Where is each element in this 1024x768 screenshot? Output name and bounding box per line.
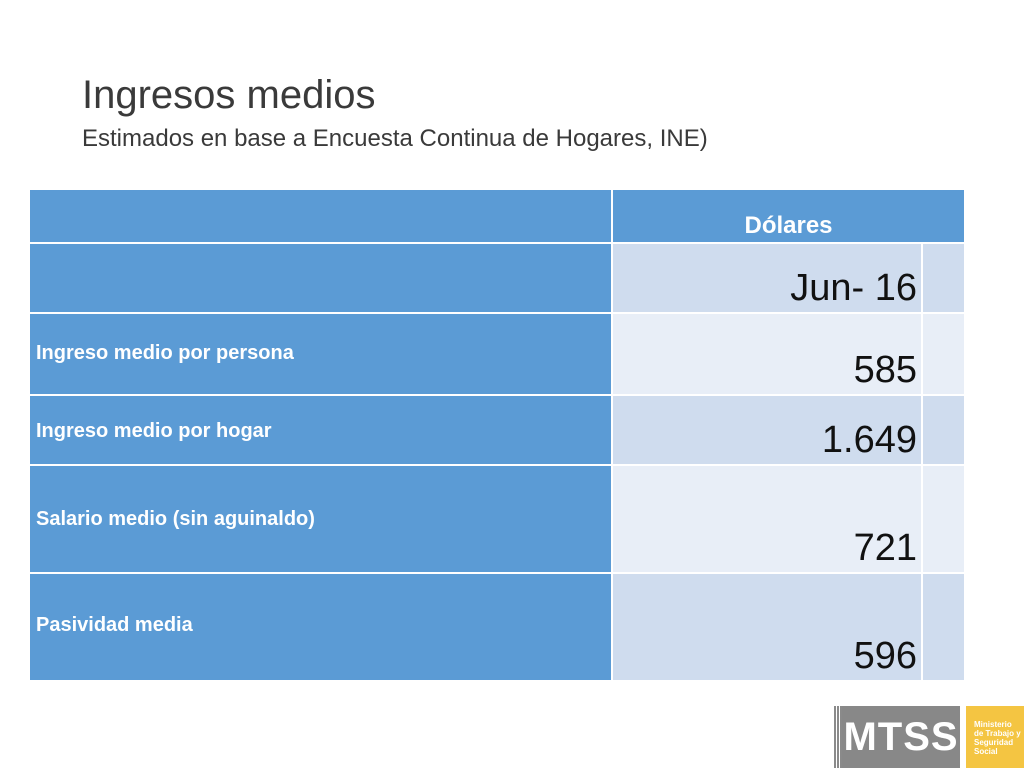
logo-stripes — [834, 706, 842, 768]
table-row: Ingreso medio por hogar 1.649 — [28, 394, 967, 466]
mtss-logo: MTSS Ministerio de Trabajo y Seguridad S… — [834, 706, 1024, 768]
period-value: Jun- 16 — [611, 242, 923, 314]
row-extra-cell — [920, 312, 967, 396]
row-extra-cell — [920, 394, 967, 466]
row-label: Ingreso medio por hogar — [28, 394, 613, 466]
table-row: Pasividad media 596 — [28, 572, 967, 682]
row-extra-cell — [920, 464, 967, 574]
period-label-cell — [28, 242, 613, 314]
table-row: Ingreso medio por persona 585 — [28, 312, 967, 396]
row-label: Salario medio (sin aguinaldo) — [28, 464, 613, 574]
logo-line: Seguridad — [974, 738, 1014, 747]
period-row: Jun- 16 — [28, 242, 967, 314]
row-value: 585 — [611, 312, 923, 396]
logo-ministry-name: Ministerio de Trabajo y Seguridad Social — [966, 706, 1024, 768]
income-table: Dólares Jun- 16 Ingreso medio por person… — [28, 188, 967, 682]
header-label-cell — [28, 188, 613, 244]
row-value: 1.649 — [611, 394, 923, 466]
table-row: Salario medio (sin aguinaldo) 721 — [28, 464, 967, 574]
row-label: Ingreso medio por persona — [28, 312, 613, 396]
logo-acronym: MTSS — [842, 706, 960, 768]
row-value: 721 — [611, 464, 923, 574]
period-extra-cell — [920, 242, 967, 314]
slide-subtitle: Estimados en base a Encuesta Continua de… — [82, 125, 708, 152]
logo-line: Social — [974, 747, 998, 756]
table-header-row: Dólares — [28, 188, 967, 244]
row-value: 596 — [611, 572, 923, 682]
row-label: Pasividad media — [28, 572, 613, 682]
logo-line: Ministerio — [974, 720, 1012, 729]
currency-header: Dólares — [610, 188, 967, 244]
row-extra-cell — [920, 572, 967, 682]
logo-gap — [960, 706, 966, 768]
slide-title: Ingresos medios — [82, 73, 376, 117]
logo-line: de Trabajo y — [974, 729, 1021, 738]
